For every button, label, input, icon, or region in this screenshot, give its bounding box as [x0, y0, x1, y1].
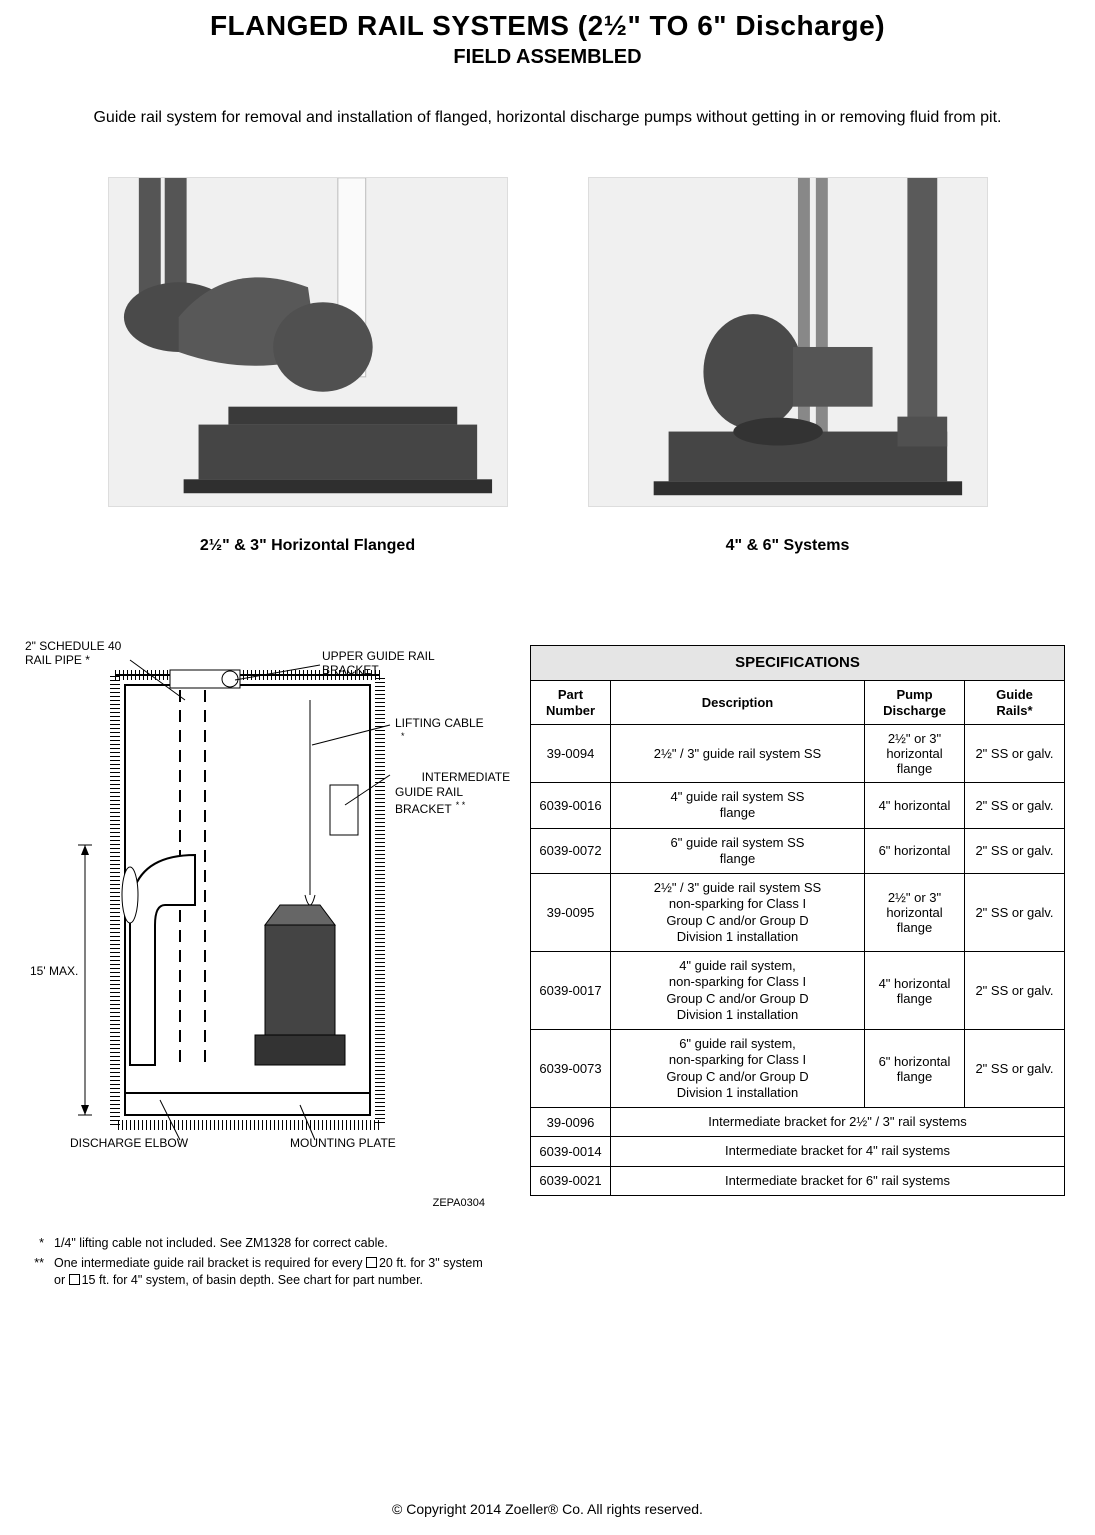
spec-column: SPECIFICATIONS Part Number Description P…: [530, 645, 1065, 1196]
title-block: FLANGED RAIL SYSTEMS (2½" TO 6" Discharg…: [30, 10, 1065, 69]
table-row: 6039-00726" guide rail system SS flange6…: [531, 828, 1065, 874]
footnote-1-text: 1/4" lifting cable not included. See ZM1…: [54, 1235, 388, 1252]
table-row: 39-00952½" / 3" guide rail system SS non…: [531, 874, 1065, 952]
product-image-left: [108, 177, 508, 507]
table-row: 39-00942½" / 3" guide rail system SS2½" …: [531, 725, 1065, 783]
cell-pump: 2½" or 3" horizontal flange: [865, 874, 965, 952]
cell-pn: 6039-0016: [531, 783, 611, 829]
product-col-right: 4" & 6" Systems: [588, 177, 988, 555]
cell-pump: 4" horizontal: [865, 783, 965, 829]
label-intermediate: INTERMEDIATE GUIDE RAIL BRACKET: [395, 770, 510, 816]
product-image-right: [588, 177, 988, 507]
table-row: 6039-0021Intermediate bracket for 6" rai…: [531, 1166, 1065, 1195]
cell-pump: 6" horizontal: [865, 828, 965, 874]
product-image-row: 2½" & 3" Horizontal Flanged 4" & 6" Syst…: [30, 177, 1065, 555]
cell-desc: 6" guide rail system, non-sparking for C…: [611, 1030, 865, 1108]
cell-pn: 6039-0017: [531, 952, 611, 1030]
table-row: 6039-0014Intermediate bracket for 4" rai…: [531, 1137, 1065, 1166]
cell-pn: 39-0096: [531, 1108, 611, 1137]
footnote-2-mark: **: [30, 1255, 44, 1289]
cell-pump: 2½" or 3" horizontal flange: [865, 725, 965, 783]
cell-pump: 4" horizontal flange: [865, 952, 965, 1030]
label-mounting-plate: MOUNTING PLATE: [290, 1137, 396, 1151]
label-max-depth: 15' MAX.: [30, 965, 78, 979]
col-description: Description: [611, 681, 865, 725]
cell-desc: 2½" / 3" guide rail system SS: [611, 725, 865, 783]
diagram-code: ZEPA0304: [433, 1197, 485, 1209]
cell-desc: Intermediate bracket for 4" rail systems: [611, 1137, 1065, 1166]
copyright: © Copyright 2014 Zoeller® Co. All rights…: [0, 1501, 1095, 1517]
cell-desc: 4" guide rail system SS flange: [611, 783, 865, 829]
page-title: FLANGED RAIL SYSTEMS (2½" TO 6" Discharg…: [30, 10, 1065, 42]
table-row: 39-0096Intermediate bracket for 2½" / 3"…: [531, 1108, 1065, 1137]
cell-pn: 6039-0014: [531, 1137, 611, 1166]
diagram-column: 2" SCHEDULE 40 RAIL PIPE * UPPER GUIDE R…: [30, 645, 490, 1292]
col-guide-rails: Guide Rails*: [965, 681, 1065, 725]
cell-pn: 6039-0021: [531, 1166, 611, 1195]
footnote-2-text: One intermediate guide rail bracket is r…: [54, 1255, 490, 1289]
footnote-1-mark: *: [30, 1235, 44, 1252]
label-lifting-cable-mark: *: [401, 731, 405, 741]
table-row: 6039-00164" guide rail system SS flange4…: [531, 783, 1065, 829]
product-caption-right: 4" & 6" Systems: [726, 537, 850, 555]
cell-desc: 4" guide rail system, non-sparking for C…: [611, 952, 865, 1030]
cell-rails: 2" SS or galv.: [965, 1030, 1065, 1108]
cell-pn: 39-0095: [531, 874, 611, 952]
cell-rails: 2" SS or galv.: [965, 783, 1065, 829]
cell-desc: Intermediate bracket for 6" rail systems: [611, 1166, 1065, 1195]
label-discharge-elbow: DISCHARGE ELBOW: [70, 1137, 188, 1151]
intro-text: Guide rail system for removal and instal…: [30, 109, 1065, 127]
cell-desc: Intermediate bracket for 2½" / 3" rail s…: [611, 1108, 1065, 1137]
table-row: 6039-00174" guide rail system, non-spark…: [531, 952, 1065, 1030]
footnotes: * 1/4" lifting cable not included. See Z…: [30, 1235, 490, 1289]
checkbox-icon: [366, 1257, 377, 1268]
cell-desc: 6" guide rail system SS flange: [611, 828, 865, 874]
table-row: 6039-00736" guide rail system, non-spark…: [531, 1030, 1065, 1108]
label-lifting-cable: LIFTING CABLE: [395, 716, 484, 730]
cell-pn: 39-0094: [531, 725, 611, 783]
product-caption-left: 2½" & 3" Horizontal Flanged: [200, 537, 415, 555]
cell-pn: 6039-0072: [531, 828, 611, 874]
cell-rails: 2" SS or galv.: [965, 952, 1065, 1030]
cell-pn: 6039-0073: [531, 1030, 611, 1108]
checkbox-icon: [69, 1274, 80, 1285]
col-pump-discharge: Pump Discharge: [865, 681, 965, 725]
specifications-table: SPECIFICATIONS Part Number Description P…: [530, 645, 1065, 1196]
lower-row: 2" SCHEDULE 40 RAIL PIPE * UPPER GUIDE R…: [30, 645, 1065, 1292]
page-subtitle: FIELD ASSEMBLED: [30, 46, 1065, 69]
cell-desc: 2½" / 3" guide rail system SS non-sparki…: [611, 874, 865, 952]
cell-pump: 6" horizontal flange: [865, 1030, 965, 1108]
product-col-left: 2½" & 3" Horizontal Flanged: [108, 177, 508, 555]
label-upper-bracket: UPPER GUIDE RAIL BRACKET: [322, 650, 490, 678]
cell-rails: 2" SS or galv.: [965, 725, 1065, 783]
label-rail-pipe: 2" SCHEDULE 40 RAIL PIPE *: [25, 640, 121, 668]
cell-rails: 2" SS or galv.: [965, 874, 1065, 952]
cell-rails: 2" SS or galv.: [965, 828, 1065, 874]
spec-title: SPECIFICATIONS: [531, 646, 1065, 681]
col-part-number: Part Number: [531, 681, 611, 725]
installation-diagram: 2" SCHEDULE 40 RAIL PIPE * UPPER GUIDE R…: [30, 645, 490, 1185]
label-intermediate-mark: * *: [456, 800, 466, 810]
